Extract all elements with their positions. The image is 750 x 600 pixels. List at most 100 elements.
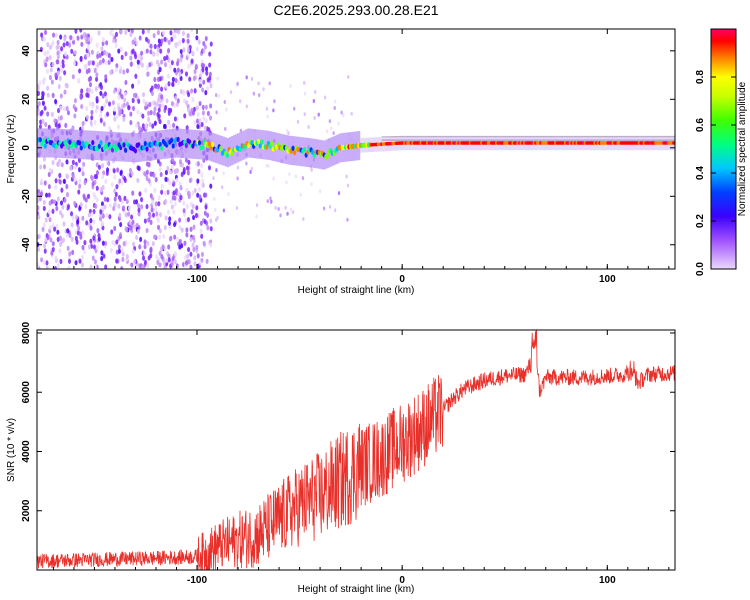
spectrogram-noise-cell	[46, 85, 50, 91]
spectrogram-noise-cell	[157, 195, 161, 201]
spectrogram-noise-cell	[94, 203, 98, 209]
spectrogram-halo-cell	[38, 128, 41, 158]
spectrogram-noise-cell	[74, 106, 78, 113]
spectrogram-noise-cell	[78, 231, 82, 237]
spectrogram-noise-cell	[85, 220, 89, 226]
spectrogram-ridge-cell	[38, 137, 42, 143]
spectrogram-ridge-cell	[225, 152, 229, 159]
spectrogram-noise-cell	[99, 186, 103, 193]
spectrogram-noise-cell	[95, 170, 99, 176]
spectrogram-noise-cell	[98, 59, 102, 66]
spectrogram-noise-cell	[65, 159, 69, 165]
spectrogram-noise-cell	[171, 256, 175, 262]
spectrogram-noise-cell	[318, 189, 322, 194]
spectrogram-ridge-cell	[176, 136, 180, 143]
spectrogram-noise-cell	[106, 167, 110, 173]
spectrogram-noise-cell	[201, 87, 205, 93]
spectrogram-noise-cell	[165, 98, 169, 104]
spectrogram-halo-cell	[161, 130, 164, 160]
spectrogram-noise-cell	[177, 190, 181, 196]
spectrogram-noise-cell	[160, 254, 164, 260]
spectrogram-noise-cell	[58, 248, 62, 254]
spectrogram-noise-cell	[61, 63, 65, 69]
spectrogram-noise-cell	[112, 37, 116, 44]
spectrogram-noise-cell	[81, 171, 85, 177]
spectrogram-noise-cell	[99, 113, 103, 119]
colorbar-ticks: 0.0 0.2 0.4 0.6 0.8	[695, 70, 736, 276]
spectrogram-noise-cell	[322, 206, 326, 211]
spectrogram-noise-cell	[269, 196, 272, 201]
spectrogram-ridge-cell	[142, 145, 146, 151]
spectrogram-noise-cell	[95, 76, 99, 82]
spectrogram-noise-cell	[136, 228, 140, 235]
spectrogram-noise-cell	[109, 247, 113, 254]
spectrogram-noise-cell	[135, 40, 139, 46]
spectrogram-noise-cell	[86, 44, 90, 50]
spectrogram-noise-cell	[62, 221, 66, 227]
spectrogram-ridge-cell	[291, 145, 295, 151]
spectrogram-noise-cell	[323, 95, 327, 100]
spectrogram-noise-cell	[167, 81, 171, 87]
spectrogram-noise-cell	[150, 207, 154, 213]
spectrogram-noise-cell	[117, 248, 121, 254]
spectrogram-noise-cell	[95, 197, 99, 203]
spectrogram-noise-cell	[160, 183, 164, 189]
spectrogram-noise-cell	[100, 105, 104, 112]
spectrogram-noise-cell	[49, 67, 53, 73]
spectrogram-noise-cell	[328, 204, 332, 209]
spectrogram-noise-cell	[87, 193, 91, 199]
spectrogram-noise-cell	[137, 165, 141, 172]
spectrogram-noise-cell	[186, 47, 190, 53]
spectrogram-noise-cell	[45, 56, 49, 62]
spectrogram-noise-cell	[129, 31, 133, 38]
spectrogram-noise-cell	[70, 211, 74, 217]
spectrogram-noise-cell	[329, 126, 333, 131]
spectrogram-noise-cell	[71, 215, 75, 221]
spectrogram-noise-cell	[186, 38, 190, 44]
spectrogram-noise-cell	[170, 164, 174, 171]
spectrogram-noise-cell	[185, 232, 189, 238]
spectrogram-noise-cell	[178, 224, 182, 231]
spectrogram-noise-cell	[171, 81, 175, 87]
spectrogram-noise-cell	[171, 76, 175, 83]
spectrogram-noise-cell	[89, 36, 93, 42]
spectrogram-noise-cell	[257, 81, 260, 86]
spectrogram-noise-cell	[337, 191, 341, 196]
spectrogram-noise-cell	[37, 83, 40, 89]
spectrogram-noise-cell	[165, 257, 169, 264]
spectrogram-noise-cell	[73, 176, 77, 183]
spectrogram-noise-cell	[102, 121, 106, 127]
spectrogram-noise-cell	[69, 165, 73, 171]
spectrogram-noise-cell	[200, 121, 204, 128]
spectrogram-ridge-cell	[207, 141, 211, 147]
spectrogram-noise-cell	[160, 86, 164, 92]
spectrogram-noise-cell	[62, 178, 66, 184]
spectrogram-noise-cell	[188, 177, 192, 184]
spectrogram-noise-cell	[273, 99, 276, 104]
spectrogram-ridge-cell	[197, 140, 202, 146]
spectrogram-noise-cell	[45, 265, 49, 269]
spectrogram-noise-cell	[196, 123, 200, 130]
spectrogram-noise-cell	[190, 29, 194, 33]
spectrogram-noise-cell	[164, 176, 168, 182]
spectrogram-noise-cell	[252, 91, 256, 96]
spectrogram-noise-cell	[141, 29, 145, 35]
spectrogram-noise-cell	[333, 208, 337, 213]
top-ytick-label: 20	[21, 93, 32, 105]
spectrogram-noise-cell	[214, 93, 218, 98]
spectrogram-noise-cell	[97, 232, 101, 239]
spectrogram-noise-cell	[179, 48, 183, 55]
spectrogram-noise-cell	[147, 110, 151, 116]
spectrogram-noise-cell	[129, 111, 133, 117]
spectrogram-noise-cell	[55, 223, 59, 229]
spectrogram-ridge-cell	[169, 137, 174, 144]
spectrogram-halo-cell	[171, 128, 174, 158]
spectrogram-noise-cell	[134, 73, 138, 79]
spectrogram-noise-cell	[82, 193, 86, 199]
spectrogram-noise-cell	[89, 174, 93, 180]
spectrogram-noise-cell	[112, 168, 116, 174]
spectrogram-noise-cell	[152, 212, 156, 218]
spectrogram-noise-cell	[125, 254, 129, 260]
spectrogram-noise-cell	[88, 87, 92, 93]
spectrogram-noise-cell	[91, 255, 95, 261]
